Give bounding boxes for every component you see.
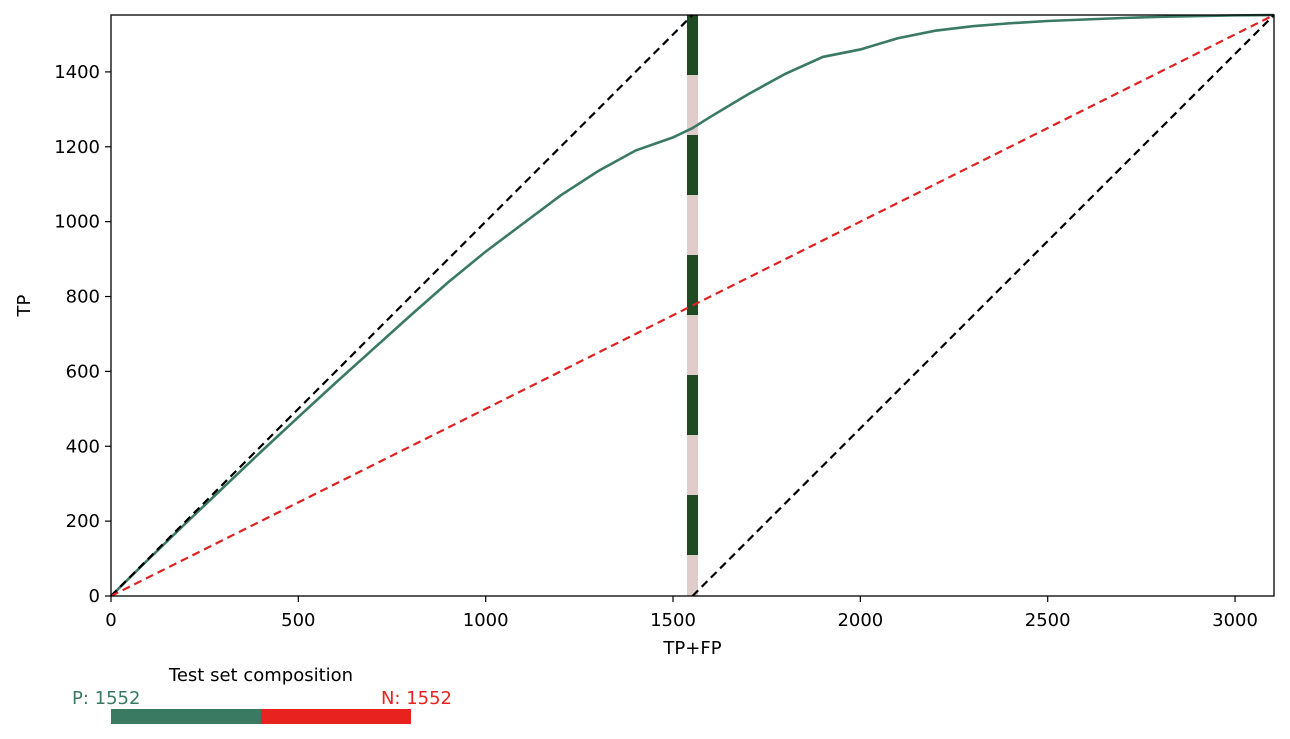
series-group [110, 13, 1275, 597]
x-tick-label: 2500 [1025, 610, 1071, 631]
reference-bound-line-1 [110, 14, 694, 597]
x-tick-label: 1000 [463, 610, 509, 631]
x-tick-label: 2000 [837, 610, 883, 631]
x-tick-label: 0 [105, 610, 116, 631]
y-tick-label: 1400 [54, 62, 100, 83]
y-tick-label: 200 [66, 511, 100, 532]
y-tick-label: 1000 [54, 212, 100, 233]
y-tick-label: 1200 [54, 137, 100, 158]
y-tick-label: 400 [66, 436, 100, 457]
x-axis-label: TP+FP [662, 638, 721, 659]
y-tick-label: 800 [66, 287, 100, 308]
composition-title: Test set composition [168, 665, 353, 686]
plot-frame [110, 14, 1275, 597]
y-axis-label: TP [14, 294, 35, 317]
y-axis-ticks: 0 200 400 600 800 1000 1200 1400 [54, 62, 111, 607]
positive-composition-bar [111, 709, 261, 724]
x-tick-label: 500 [281, 610, 315, 631]
x-tick-label: 1500 [650, 610, 696, 631]
reference-bound-line-2 [691, 14, 1275, 597]
x-axis-ticks: 0 500 1000 1500 2000 2500 3000 [105, 596, 1258, 631]
y-tick-label: 600 [66, 361, 100, 382]
x-tick-label: 3000 [1212, 610, 1258, 631]
negative-count-label: N: 1552 [381, 688, 452, 709]
y-tick-label: 0 [89, 586, 100, 607]
random-baseline-line [110, 14, 1275, 597]
model-curve-line [110, 13, 1275, 597]
negative-composition-bar [261, 709, 411, 724]
test-set-composition: Test set composition P: 1552 N: 1552 [72, 665, 452, 724]
positive-count-label: P: 1552 [72, 688, 140, 709]
